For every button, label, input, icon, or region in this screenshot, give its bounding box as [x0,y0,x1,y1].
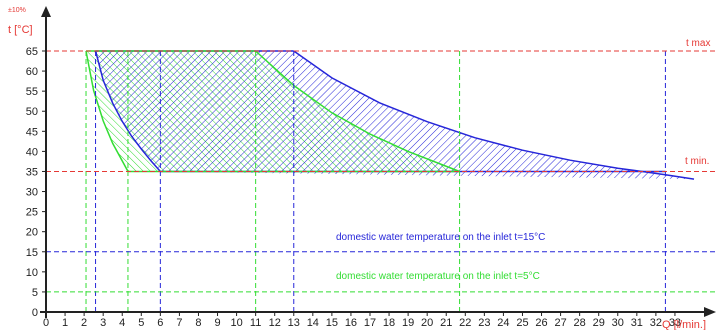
inlet-15-label: domestic water temperature on the inlet … [336,232,545,243]
y-tick-label: 15 [26,247,38,259]
y-tick-label: 40 [26,146,38,158]
x-axis-arrow [704,307,716,317]
x-tick-label: 2 [81,317,87,329]
y-tick-label: 30 [26,187,38,199]
x-tick-label: 24 [497,317,509,329]
x-tick-labels: 0 1 2 3 4 5 6 7 8 9 10 11 12 13 14 15 16 17 18 19 20 21 22 23 24… [43,312,681,329]
x-tick-label: 8 [195,317,201,329]
x-tick-label: 19 [402,317,414,329]
x-tick-label: 14 [307,317,319,329]
x-tick-label: 7 [176,317,182,329]
x-tick-label: 27 [554,317,566,329]
x-tick-label: 11 [250,317,261,329]
y-tick-label: 20 [26,227,38,239]
horizontal-lines [46,50,718,293]
x-tick-label: 12 [269,317,281,329]
hatched-area-0 [95,51,695,180]
y-tick-label: 45 [26,126,38,138]
x-tick-label: 9 [214,317,220,329]
x-tick-label: 16 [345,317,357,329]
x-tick-label: 6 [157,317,163,329]
y-tick-labels: 0 5 10 15 20 25 30 35 40 45 50 55 60 65 [26,46,46,319]
inner-curve-1 [85,50,129,172]
vertical-guides [85,51,666,312]
x-tick-label: 18 [383,317,395,329]
y-axis-arrow [41,6,51,17]
y-tick-label: 55 [26,86,38,98]
y-tick-label: 25 [26,207,38,219]
x-tick-label: 29 [593,317,605,329]
y-tick-label: 35 [26,166,38,178]
x-tick-label: 28 [574,317,586,329]
x-axis-label: Q [l/min.] [662,319,706,330]
y-axis-label: t [°C] [8,24,33,36]
y-tick-label: 50 [26,106,38,118]
y-tick-label: 10 [26,267,38,279]
areas [86,51,695,180]
x-tick-label: 5 [138,317,144,329]
x-tick-label: 32 [650,317,662,329]
x-tick-label: 13 [288,317,300,329]
x-tick-label: 4 [119,317,125,329]
x-tick-label: 0 [43,317,49,329]
x-tick-label: 33 [669,317,681,329]
x-tick-label: 10 [230,317,242,329]
tolerance-label: ±10% [8,7,26,14]
outer-curve-1 [255,50,460,173]
y-tick-label: 60 [26,66,38,78]
x-tick-label: 21 [440,317,452,329]
y-tick-label: 5 [32,287,38,299]
t-min-label: t min. [685,156,709,167]
y-tick-label: 0 [32,307,38,319]
x-tick-label: 30 [612,317,624,329]
y-tick-label: 65 [26,46,38,58]
x-tick-label: 17 [364,317,376,329]
x-tick-label: 15 [326,317,338,329]
x-tick-label: 23 [478,317,490,329]
x-tick-label: 25 [516,317,528,329]
x-tick-label: 31 [631,317,643,329]
axes [40,6,716,318]
x-tick-label: 3 [100,317,106,329]
inlet-5-label: domestic water temperature on the inlet … [336,271,540,282]
x-tick-label: 26 [535,317,547,329]
x-tick-label: 1 [62,317,68,329]
x-tick-label: 20 [421,317,433,329]
t-max-label: t max [686,38,710,49]
x-tick-label: 22 [459,317,471,329]
inner-curve-0 [94,50,161,172]
